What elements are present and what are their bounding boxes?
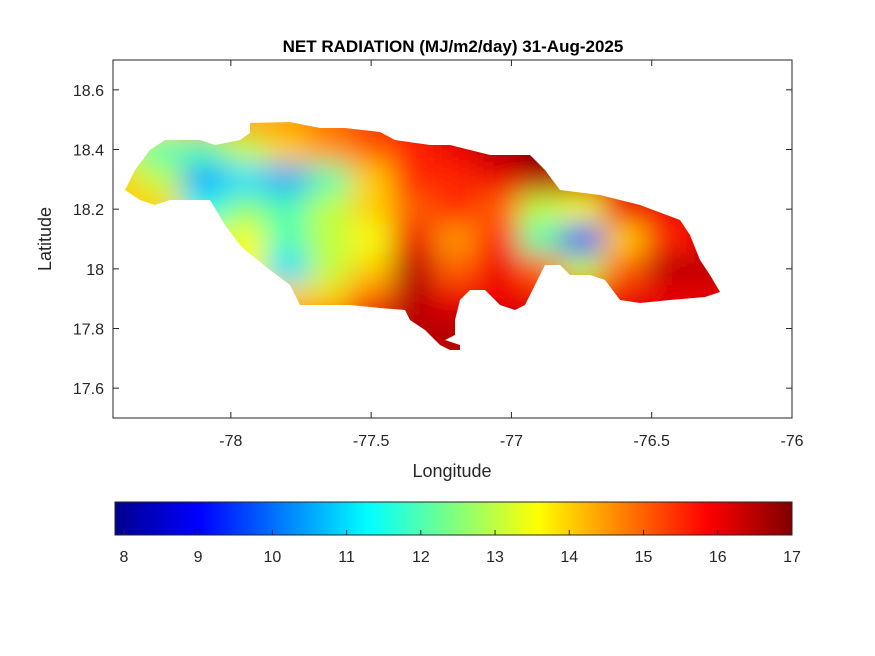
- heat-cell: [686, 122, 720, 165]
- y-tick-label: 18.6: [73, 83, 104, 100]
- heat-cell: [139, 224, 210, 284]
- heat-cell: [223, 313, 294, 350]
- heat-cell: [644, 134, 715, 195]
- heat-cell: [476, 283, 547, 344]
- heat-cell: [125, 253, 168, 314]
- heat-cell: [181, 253, 252, 314]
- x-axis: -78 -77.5 -77 -76.5 -76: [219, 60, 804, 450]
- heat-cell: [602, 313, 673, 350]
- heat-cell: [308, 313, 379, 350]
- x-axis-label: Longitude: [412, 461, 491, 481]
- x-tick-label: -77.5: [353, 433, 390, 450]
- heat-cell: [518, 283, 589, 344]
- heat-cell: [476, 313, 547, 350]
- heat-cell: [139, 253, 210, 314]
- heat-cell: [265, 313, 337, 350]
- colorbar-tick-label: 14: [560, 549, 578, 566]
- colorbar-tick-label: 16: [709, 549, 727, 566]
- heat-cell: [560, 122, 631, 165]
- colorbar-ticks: 8 9 10 11 12 13 14 15 16 17: [119, 530, 801, 566]
- colorbar-tick-label: 17: [783, 549, 801, 566]
- heat-cell: [602, 134, 673, 195]
- heat-cell: [350, 313, 421, 350]
- heat-cell: [686, 134, 720, 195]
- colorbar-tick-label: 8: [119, 549, 128, 566]
- heat-cell: [223, 283, 294, 344]
- heat-cell: [125, 313, 168, 350]
- colorbar-tick-label: 11: [338, 549, 355, 566]
- heat-cell: [125, 224, 168, 284]
- heat-cell: [181, 283, 252, 344]
- heat-cell: [686, 283, 720, 344]
- y-axis-label: Latitude: [35, 207, 55, 271]
- y-tick-label: 18.4: [73, 143, 104, 160]
- heatmap-field: [125, 122, 720, 350]
- heat-cell: [125, 283, 168, 344]
- heat-cell: [139, 313, 210, 350]
- heat-cell: [686, 194, 720, 254]
- colorbar-tick-label: 10: [263, 549, 281, 566]
- x-tick-label: -78: [219, 433, 242, 450]
- heat-cell: [181, 313, 252, 350]
- heat-cell: [518, 313, 589, 350]
- colorbar-tick-label: 9: [194, 549, 203, 566]
- plot-area-frame: [112, 59, 793, 419]
- y-tick-label: 17.8: [73, 322, 104, 339]
- colorbar-tick-label: 15: [635, 549, 653, 566]
- heat-cell: [644, 313, 715, 350]
- heat-cell: [139, 194, 210, 254]
- x-tick-label: -76: [780, 433, 803, 450]
- heat-cell: [560, 134, 631, 195]
- x-tick-label: -76.5: [633, 433, 670, 450]
- y-tick-label: 17.6: [73, 381, 104, 398]
- heat-cell: [602, 122, 673, 165]
- heat-cell: [686, 313, 720, 350]
- y-axis: 17.6 17.8 18 18.2 18.4 18.6: [73, 83, 792, 398]
- chart-title: NET RADIATION (MJ/m2/day) 31-Aug-2025: [283, 37, 624, 56]
- x-tick-label: -77: [500, 433, 523, 450]
- heat-cell: [560, 313, 631, 350]
- heat-cell: [434, 313, 505, 350]
- colorbar-tick-label: 13: [486, 549, 504, 566]
- heat-cell: [644, 122, 715, 165]
- y-tick-label: 18: [86, 262, 104, 279]
- heat-cell: [139, 283, 210, 344]
- y-tick-label: 18.2: [73, 202, 104, 219]
- heat-cell: [686, 164, 720, 225]
- colorbar: [114, 501, 793, 536]
- colorbar-tick-label: 12: [412, 549, 430, 566]
